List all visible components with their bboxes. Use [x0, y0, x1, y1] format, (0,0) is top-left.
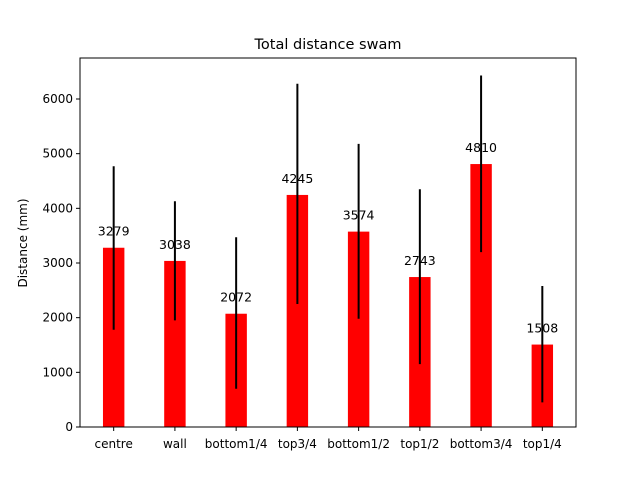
y-axis-label: Distance (mm)	[16, 198, 30, 287]
data-label-top1/2: 2743	[404, 253, 436, 268]
x-tick-label-bottom3/4: bottom3/4	[450, 437, 513, 451]
data-label-bottom1/2: 3574	[343, 208, 375, 223]
y-tick-label: 3000	[42, 256, 73, 270]
x-tick-label-bottom1/2: bottom1/2	[327, 437, 390, 451]
data-label-top3/4: 4245	[281, 171, 313, 186]
chart-title: Total distance swam	[254, 37, 402, 53]
x-tick-label-centre: centre	[95, 437, 133, 451]
data-label-bottom3/4: 4810	[465, 140, 497, 155]
data-label-bottom1/4: 2072	[220, 290, 252, 305]
x-axis: centre wall bottom1/4 top3/4 bottom1/2 top1/2…	[95, 427, 562, 451]
y-tick-label: 1000	[42, 365, 73, 379]
bar-top3/4	[286, 194, 309, 427]
x-tick-label-top3/4: top3/4	[278, 437, 317, 451]
data-label-top1/4: 1508	[526, 321, 558, 336]
x-tick-label-top1/4: top1/4	[523, 437, 562, 451]
y-tick-label: 5000	[42, 147, 73, 161]
data-label-wall: 3038	[159, 237, 191, 252]
y-tick-label: 2000	[42, 311, 73, 325]
y-tick-label: 4000	[42, 201, 73, 215]
bar-centre	[102, 247, 125, 427]
bar-bottom1/2	[347, 231, 370, 427]
chart-marks: 3279 3038 2072 4245 3574 2743 4810 1508	[98, 75, 558, 427]
y-tick-label: 6000	[42, 92, 73, 106]
x-tick-label-wall: wall	[163, 437, 187, 451]
y-tick-label: 0	[65, 420, 73, 434]
data-label-centre: 3279	[98, 224, 130, 239]
bar-bottom3/4	[470, 164, 492, 427]
bar-wall	[164, 260, 186, 427]
x-tick-label-bottom1/4: bottom1/4	[205, 437, 268, 451]
plot-frame	[79, 57, 577, 428]
x-tick-label-top1/2: top1/2	[400, 437, 439, 451]
y-axis: 0 1000 2000 3000 4000 5000 6000	[42, 92, 80, 434]
